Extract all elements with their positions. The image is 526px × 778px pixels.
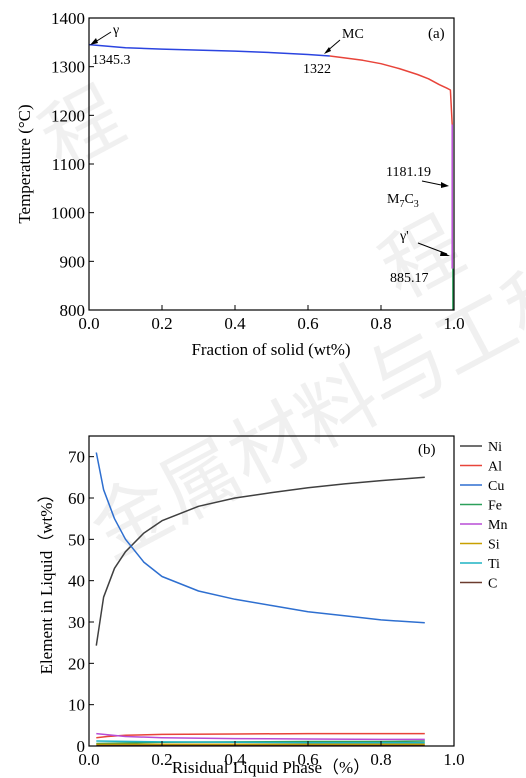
chart-a-ytick-label: 1400 bbox=[51, 9, 85, 28]
chart-b-ytick-label: 10 bbox=[68, 696, 85, 715]
chart-b-xlabel: Risidual Liquid Phase（%） bbox=[172, 758, 370, 777]
chart-b-ytick-label: 0 bbox=[77, 737, 86, 756]
chart-a-ylabel: Temperature (°C) bbox=[15, 104, 34, 223]
chart-a-xtick-label: 0.2 bbox=[151, 314, 172, 333]
chart-b-legend: Ni Al Cu Fe Mn Si Ti C bbox=[460, 440, 507, 592]
chart-b-xtick-label: 1.0 bbox=[443, 750, 464, 769]
chart-a-xtick-label: 0.6 bbox=[297, 314, 318, 333]
legend-label-fe: Fe bbox=[488, 499, 502, 514]
chart-b-panel-label: (b) bbox=[418, 442, 436, 458]
annot-885: 885.17 bbox=[390, 271, 429, 286]
legend-label-mn: Mn bbox=[488, 518, 507, 533]
chart-b-series-ti bbox=[96, 740, 425, 744]
chart-b-frame bbox=[88, 435, 455, 747]
chart-a-ytick-label: 1100 bbox=[52, 155, 85, 174]
chart-a-panel-label: (a) bbox=[428, 26, 445, 42]
chart-b-xtick-label: 0.6 bbox=[297, 750, 318, 769]
chart-a-ytick-label: 1000 bbox=[51, 204, 85, 223]
chart-a-series-0 bbox=[88, 43, 330, 57]
annot-mc: MC bbox=[342, 27, 364, 42]
m7c3-sub7: 7 bbox=[399, 199, 404, 210]
legend-label-al: Al bbox=[488, 460, 502, 475]
chart-a-xtick-label: 0.8 bbox=[370, 314, 391, 333]
legend-label-ti: Ti bbox=[488, 557, 500, 572]
chart-b-ytick-label: 40 bbox=[68, 572, 85, 591]
chart-b-ytick-label: 60 bbox=[68, 489, 85, 508]
chart-b-ytick-label: 50 bbox=[68, 530, 85, 549]
chart-b-ticks: 0.0 0.2 0.4 0.6 0.8 1.0 0 10 20 30 40 50 60 70 bbox=[68, 448, 465, 769]
chart-a: 0.0 0.2 0.4 0.6 0.8 1.0 800 900 1000 1100 1200 1300… bbox=[15, 9, 465, 359]
chart-b-xtick-label: 0.8 bbox=[370, 750, 391, 769]
m7c3-sub3: 3 bbox=[414, 199, 419, 210]
chart-a-xtick-label: 0.0 bbox=[78, 314, 99, 333]
chart-b-xtick-label: 0.0 bbox=[78, 750, 99, 769]
chart-a-xtick-label: 1.0 bbox=[443, 314, 464, 333]
chart-b-series-ni bbox=[95, 476, 425, 646]
legend-label-ni: Ni bbox=[488, 440, 502, 455]
chart-b-series-mn bbox=[96, 732, 425, 741]
m7c3-c: C bbox=[404, 192, 413, 207]
legend-label-c: C bbox=[488, 577, 497, 592]
chart-a-ytick-label: 800 bbox=[60, 301, 86, 320]
chart-a-xtick-label: 0.4 bbox=[224, 314, 246, 333]
chart-b-xtick-label: 0.2 bbox=[151, 750, 172, 769]
chart-a-xlabel: Fraction of solid (wt%) bbox=[191, 340, 350, 359]
annot-gamma: γ bbox=[112, 23, 119, 38]
chart-b-xtick-label: 0.4 bbox=[224, 750, 246, 769]
annot-gamma-prime: γ' bbox=[399, 229, 409, 244]
chart-b-series-al bbox=[96, 732, 425, 739]
annot-1181: 1181.19 bbox=[386, 165, 431, 180]
chart-b-ytick-label: 20 bbox=[68, 654, 85, 673]
annot-1345: 1345.3 bbox=[92, 53, 131, 68]
chart-b-ytick-label: 70 bbox=[68, 448, 85, 467]
arrowhead-m7c3 bbox=[441, 182, 449, 188]
arrowhead-gamma bbox=[90, 38, 98, 45]
chart-b-ytick-label: 30 bbox=[68, 613, 85, 632]
chart-b-ylabel: Element in Liquid（wt%） bbox=[37, 486, 56, 675]
arrowhead-gamma-prime bbox=[440, 251, 450, 256]
chart-a-series-1 bbox=[329, 55, 453, 125]
svg-text:金属材料与工程: 金属材料与工程 bbox=[77, 241, 526, 577]
annot-m7c3: M7C3 bbox=[387, 192, 419, 210]
arrowhead-mc bbox=[324, 47, 331, 54]
chart-a-ytick-label: 900 bbox=[60, 252, 86, 271]
chart-a-ytick-label: 1200 bbox=[51, 106, 85, 125]
chart-a-series bbox=[88, 43, 454, 310]
chart-a-ticks: 0.0 0.2 0.4 0.6 0.8 1.0 800 900 1000 1100 1200 1300… bbox=[51, 9, 465, 333]
chart-a-ytick-label: 1300 bbox=[51, 58, 85, 77]
annot-1322: 1322 bbox=[303, 62, 331, 77]
legend-label-si: Si bbox=[488, 538, 500, 553]
m7c3-m: M bbox=[387, 192, 400, 207]
chart-b: 0.0 0.2 0.4 0.6 0.8 1.0 0 10 20 30 40 50 60 70 (b) Ri… bbox=[37, 435, 507, 777]
legend-label-cu: Cu bbox=[488, 479, 504, 494]
chart-b-series-cu bbox=[95, 452, 425, 624]
chart-a-annotations: γ 1345.3 MC 1322 1181.19 M7C3 γ' 885.17 bbox=[90, 23, 450, 286]
